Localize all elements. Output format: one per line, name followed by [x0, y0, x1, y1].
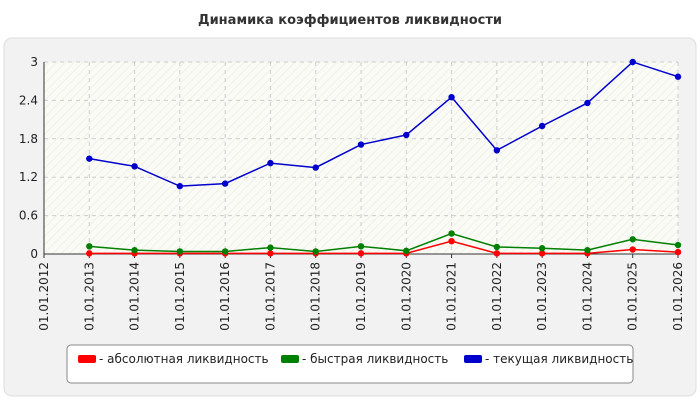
data-point [86, 243, 93, 250]
data-point [221, 248, 229, 255]
data-point [448, 238, 455, 245]
data-point [584, 99, 591, 107]
data-point [538, 245, 546, 252]
data-point [674, 248, 682, 256]
x-tick-label: 01.01.2012 [37, 262, 51, 331]
data-point [584, 246, 591, 254]
data-point [357, 243, 365, 250]
data-point [267, 250, 274, 257]
legend-label: - текущая ликвидность [485, 352, 633, 366]
series-line [89, 240, 679, 255]
legend-swatch [281, 355, 299, 363]
data-point [448, 94, 455, 101]
x-tick-label: 01.01.2019 [354, 262, 368, 331]
x-tick-label: 01.01.2021 [445, 262, 459, 331]
x-tick-label: 01.01.2015 [173, 262, 187, 331]
x-tick-label: 01.01.2022 [490, 262, 504, 331]
y-tick-label: 3 [30, 55, 38, 69]
x-tick-label: 01.01.2026 [671, 262, 685, 331]
legend-swatch [78, 355, 96, 363]
data-point [493, 243, 501, 251]
series-2 [86, 230, 682, 255]
data-point [312, 248, 319, 255]
data-point [674, 241, 682, 249]
data-point [86, 250, 93, 257]
data-point [267, 159, 274, 167]
legend-box [66, 344, 634, 384]
x-tick-label: 01.01.2023 [535, 262, 549, 331]
y-tick-labels: 0 0.6 1.2 1.8 2.4 3 [19, 55, 38, 261]
data-point [312, 164, 319, 171]
y-tick-label: 1.8 [19, 132, 38, 146]
data-point [176, 248, 184, 255]
series-3 [86, 58, 682, 190]
series-line [89, 232, 679, 253]
y-tick-label: 0 [30, 247, 38, 261]
x-tick-labels: 01.01.2012 01.01.2013 01.01.2014 01.01.2015… [37, 262, 685, 331]
x-tick-label: 01.01.2013 [82, 262, 96, 331]
y-tick-label: 0.6 [19, 209, 38, 223]
x-tick-label: 01.01.2025 [626, 262, 640, 331]
y-tick-label: 1.2 [19, 170, 38, 184]
data-point [267, 244, 274, 251]
data-point [538, 250, 546, 257]
data-point [403, 131, 410, 139]
legend-item: - быстрая ликвидность [281, 352, 448, 366]
data-point [357, 250, 365, 257]
x-tick-label: 01.01.2014 [128, 262, 142, 331]
legend-item: - текущая ликвидность [464, 352, 633, 366]
x-tick-label: 01.01.2020 [399, 262, 413, 331]
legend-label: - абсолютная ликвидность [99, 352, 269, 366]
data-point [221, 180, 229, 187]
data-point [448, 230, 455, 237]
data-point [131, 163, 138, 170]
y-tick-label: 2.4 [19, 93, 38, 107]
x-tick-label: 01.01.2017 [263, 262, 277, 331]
data-point [629, 58, 636, 66]
data-point [629, 236, 636, 243]
data-point [629, 246, 636, 253]
x-tick-label: 01.01.2018 [309, 262, 323, 331]
data-point [357, 141, 365, 148]
legend-swatch [464, 355, 482, 363]
data-point [131, 246, 138, 254]
data-point [493, 250, 501, 257]
data-point [493, 147, 501, 154]
data-point [538, 122, 546, 130]
legend-item: - абсолютная ликвидность [78, 352, 269, 366]
legend-label: - быстрая ликвидность [302, 352, 448, 366]
data-point [86, 155, 93, 162]
x-tick-label: 01.01.2024 [580, 262, 594, 331]
series [86, 58, 682, 257]
x-tick-label: 01.01.2016 [218, 262, 232, 331]
series-line [89, 61, 679, 187]
legend: - абсолютная ликвидность - быстрая ликвид… [66, 344, 634, 384]
data-point [403, 247, 410, 254]
chart-title: Динамика коэффициентов ликвидности [198, 13, 502, 28]
data-point [674, 73, 682, 80]
data-point [176, 182, 184, 190]
